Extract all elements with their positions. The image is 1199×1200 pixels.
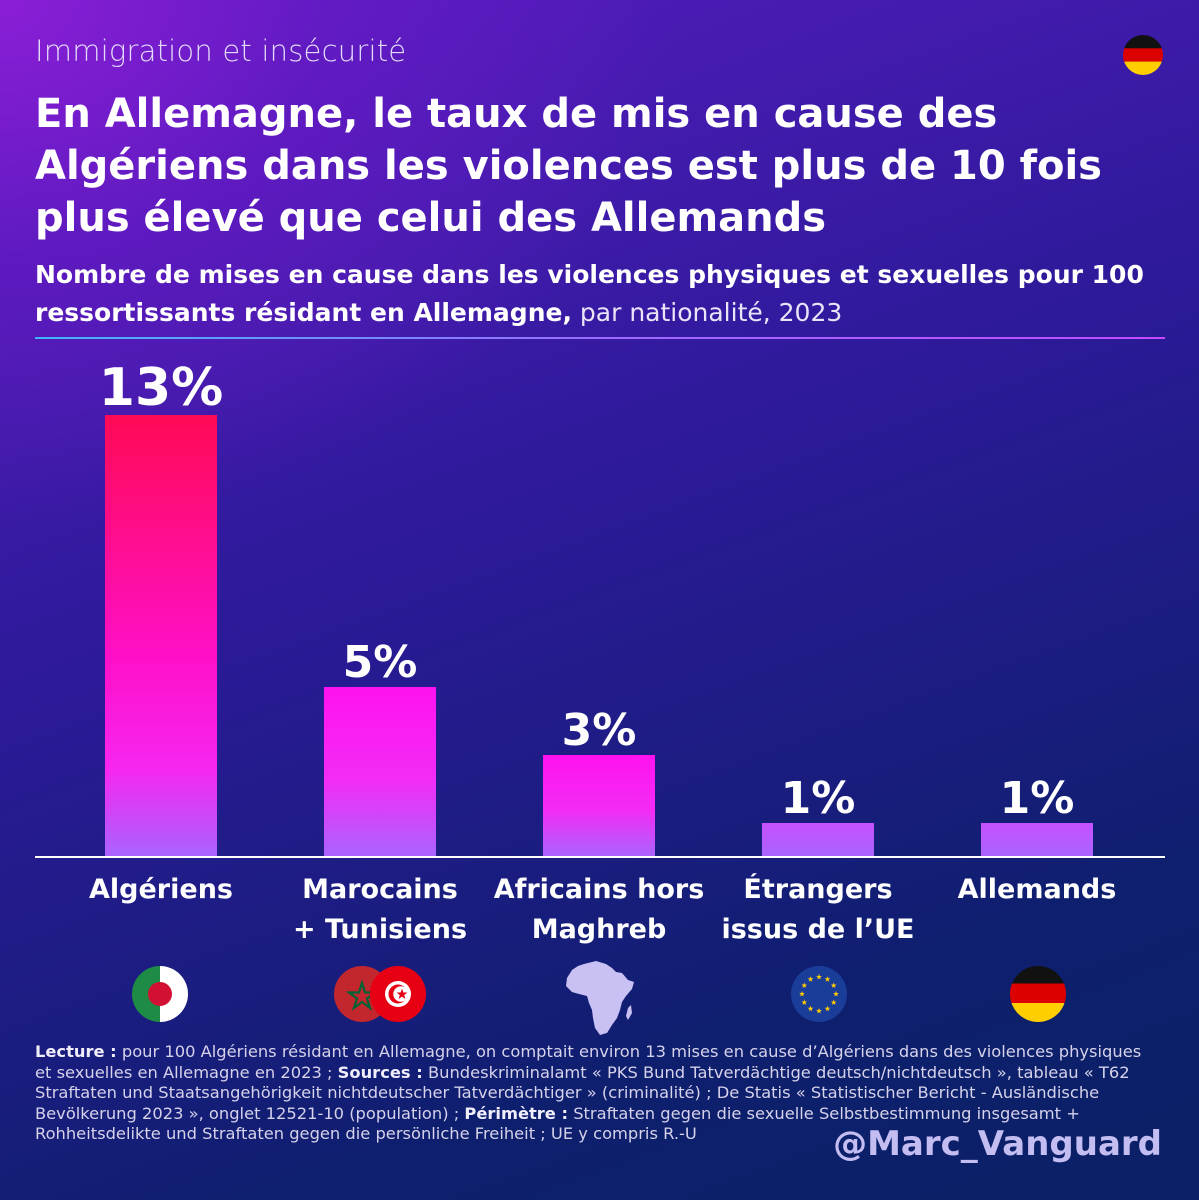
sources-label: Sources :	[337, 1062, 423, 1082]
value-label-3: 3%	[562, 705, 637, 756]
category-label-line: issus de l’UE	[721, 914, 915, 945]
page-title: En Allemagne, le taux de mis en cause de…	[35, 91, 1102, 241]
bar-3	[543, 755, 655, 857]
category-label-1: Algériens	[41, 870, 281, 910]
category-label-5: Allemands	[917, 870, 1157, 910]
perimetre-text: Straftaten gegen die sexuelle Selbstbest…	[35, 1103, 1080, 1144]
category-label-line: Algériens	[89, 874, 233, 905]
value-label-1: 13%	[99, 358, 223, 418]
bars-group: 13% 5% 3% 1% 1%	[99, 358, 1093, 857]
lecture-text: pour 100 Algériens résidant en Allemagne…	[35, 1042, 1142, 1082]
category-label-line: Étrangers	[743, 874, 893, 905]
bar-1	[105, 415, 217, 857]
eu-flag-icon	[791, 966, 847, 1022]
category-label-3: Africains hors Maghreb	[479, 870, 719, 950]
subtitle-light: par nationalité, 2023	[571, 298, 843, 327]
category-label-line: + Tunisiens	[292, 914, 468, 945]
bar-chart: 13% 5% 3% 1% 1%	[35, 358, 1165, 858]
germany-flag-icon	[1123, 35, 1163, 75]
chart-subtitle: Nombre de mises en cause dans les violen…	[35, 256, 1165, 332]
value-label-4: 1%	[781, 773, 856, 824]
value-label-5: 1%	[1000, 773, 1075, 824]
africa-map-icon	[566, 961, 634, 1035]
category-label-4: Étrangers issus de l’UE	[698, 870, 938, 950]
category-label-line: Marocains	[302, 874, 458, 905]
germany-flag-icon	[1010, 966, 1066, 1022]
value-label-2: 5%	[343, 637, 418, 688]
category-label-2: Marocains + Tunisiens	[260, 870, 500, 950]
category-label-line: Maghreb	[531, 914, 667, 945]
lecture-label: Lecture :	[35, 1042, 117, 1061]
sources-text: Bundeskriminalamt « PKS Bund Tatverdächt…	[35, 1062, 1130, 1123]
divider	[35, 337, 1165, 339]
author-handle: @Marc_Vanguard	[833, 1124, 1162, 1164]
category-label-line: Allemands	[957, 874, 1117, 905]
algeria-flag-icon	[132, 966, 188, 1022]
category-label-line: Africains hors	[493, 874, 705, 905]
bar-2	[324, 687, 436, 857]
bar-5	[981, 823, 1093, 857]
footnote: Lecture : pour 100 Algériens résidant en…	[35, 1042, 1160, 1145]
subtitle-bold: Nombre de mises en cause dans les violen…	[35, 260, 1144, 327]
morocco-tunisia-flags-icon	[334, 966, 426, 1022]
bar-4	[762, 823, 874, 857]
kicker: Immigration et insécurité	[35, 34, 407, 68]
perimetre-label: Périmètre :	[464, 1103, 569, 1123]
